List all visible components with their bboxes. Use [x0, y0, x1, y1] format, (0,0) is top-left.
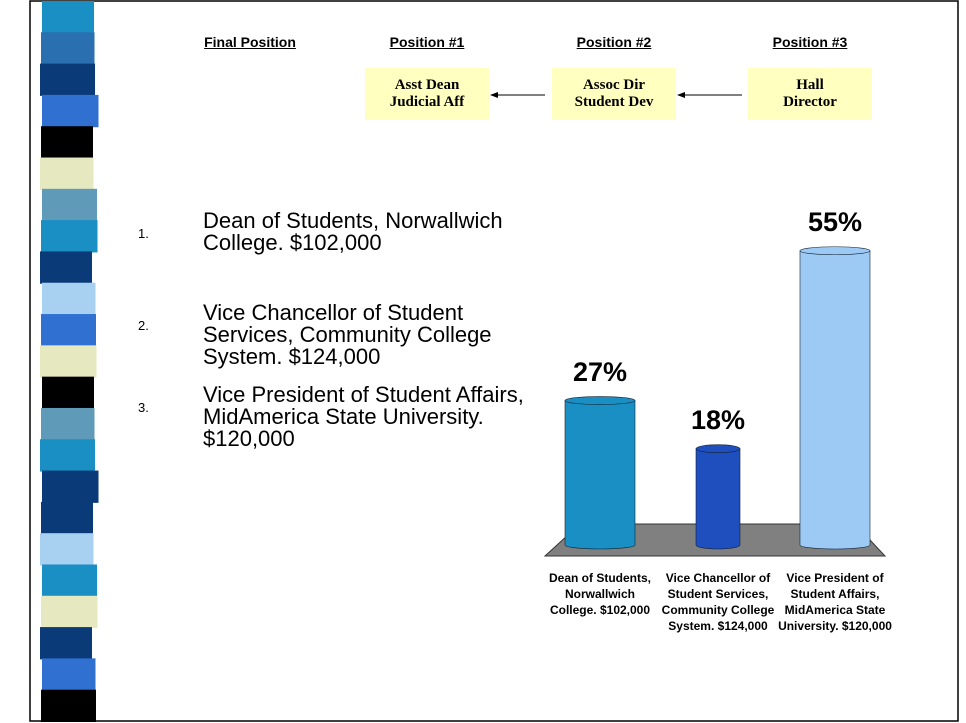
bar [800, 247, 870, 549]
stripe [42, 283, 96, 315]
stripe [40, 439, 95, 471]
stripe [40, 64, 95, 96]
stripe [41, 32, 95, 64]
column-header: Position #2 [534, 34, 694, 50]
x-tick-label: Vice President of Student Affairs, MidAm… [777, 570, 893, 634]
stripe [40, 158, 94, 190]
x-tick-label: Dean of Students, Norwallwich College. $… [542, 570, 658, 618]
stripe [42, 658, 96, 690]
box-line: Director [748, 94, 872, 111]
bar-body [800, 251, 870, 549]
stripe [40, 627, 92, 659]
bar-cap [800, 247, 870, 255]
box-line: Hall [748, 77, 872, 94]
data-label: 55% [775, 207, 895, 238]
list-number: 3. [138, 400, 149, 415]
bar-body [696, 449, 740, 549]
bar [696, 445, 740, 549]
column-header: Position #3 [730, 34, 890, 50]
stripe [41, 596, 98, 628]
data-label: 18% [658, 405, 778, 436]
stripe [41, 126, 93, 158]
slide: Final Position Position #1 Position #2 Posi… [0, 0, 966, 723]
bar-cap [565, 397, 635, 405]
stripe [42, 95, 99, 127]
list-text: Vice President of Student Affairs, MidAm… [203, 384, 543, 450]
stripe [42, 1, 94, 33]
stripe [41, 502, 93, 534]
stripe [41, 220, 98, 252]
stripe [40, 345, 97, 377]
list-number: 1. [138, 226, 149, 241]
bars [565, 247, 870, 549]
bar-cap [696, 445, 740, 453]
stripe [41, 408, 95, 440]
x-tick-label: Vice Chancellor of Student Services, Com… [660, 570, 776, 634]
list-text: Dean of Students, Norwallwich College. $… [203, 210, 543, 254]
stripe [41, 314, 96, 346]
side-stripes [40, 1, 99, 722]
column-header: Final Position [170, 34, 330, 50]
list-number: 2. [138, 318, 149, 333]
box-line: Assoc Dir [552, 77, 676, 94]
arrow-head [677, 92, 685, 98]
stripe [40, 251, 92, 283]
stripe [41, 690, 96, 722]
column-header: Position #1 [347, 34, 507, 50]
box-line: Asst Dean [365, 77, 489, 94]
data-label: 27% [540, 357, 660, 388]
box-line: Judicial Aff [365, 94, 489, 111]
stripe [42, 564, 97, 596]
stripe [42, 189, 97, 221]
arrow-head [490, 92, 498, 98]
stripe [40, 533, 94, 565]
stripe [42, 377, 94, 409]
list-text: Vice Chancellor of Student Services, Com… [203, 302, 543, 368]
bar-body [565, 401, 635, 549]
stripe [42, 471, 99, 503]
box-line: Student Dev [552, 94, 676, 111]
bar [565, 397, 635, 549]
